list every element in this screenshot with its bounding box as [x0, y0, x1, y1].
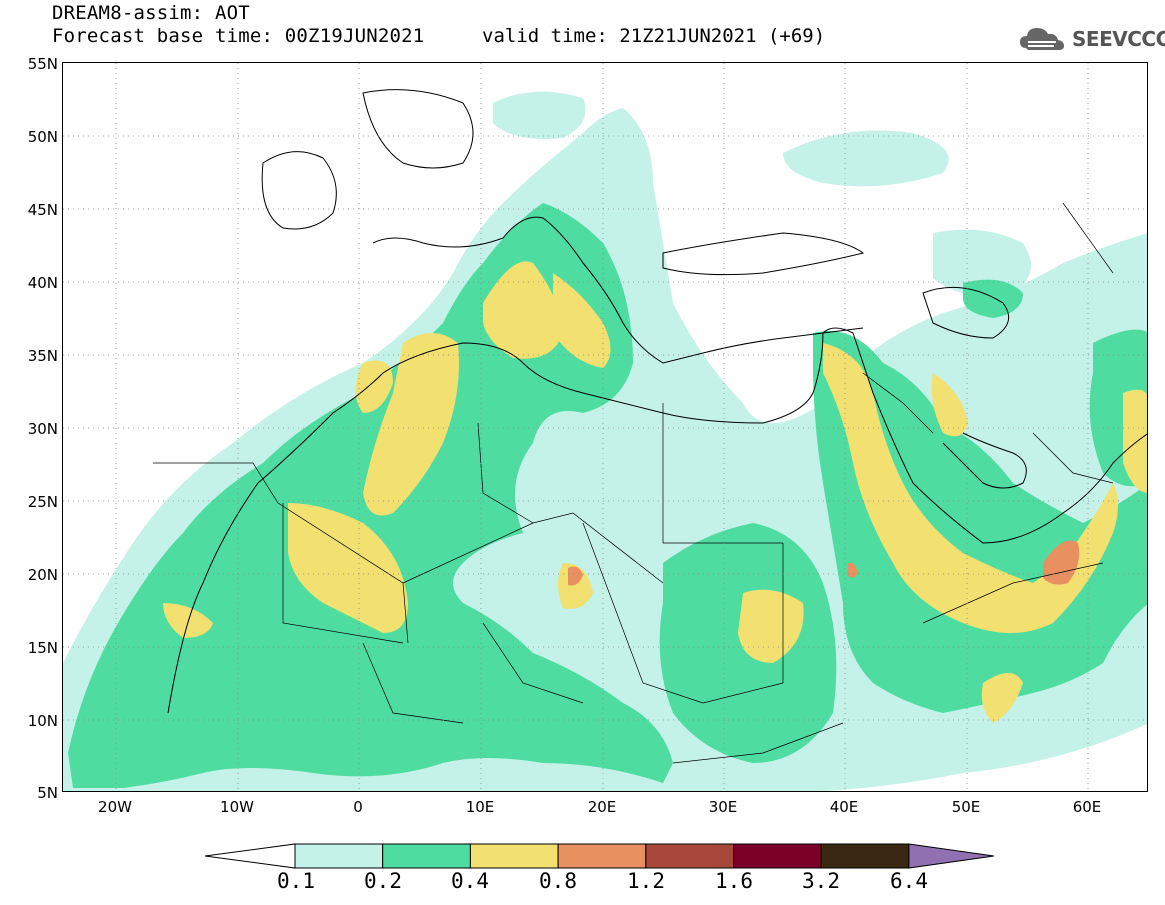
lon-label: 20E: [587, 798, 617, 816]
colorbar-segment: [733, 843, 822, 869]
grid: [63, 63, 1147, 791]
colorbar-label: 0.4: [451, 869, 489, 893]
colorbar-segment: [205, 843, 296, 869]
colorbar-label: 1.2: [627, 869, 665, 893]
coastlines: [167, 89, 1147, 714]
lat-label: 35N: [27, 347, 58, 365]
lat-label: 55N: [27, 55, 58, 73]
colorbar-label: 3.2: [802, 869, 840, 893]
colorbar-segment: [294, 843, 384, 869]
lon-label: 30E: [708, 798, 738, 816]
product-title: DREAM8-assim: AOT: [52, 2, 250, 24]
country-borders: [153, 202, 1114, 764]
lat-label: 50N: [27, 128, 58, 146]
lon-label: 40E: [829, 798, 859, 816]
colorbar-segment: [382, 843, 471, 869]
colorbar-segment: [557, 843, 647, 869]
lat-label: 15N: [27, 639, 58, 657]
lat-label: 30N: [27, 420, 58, 438]
colorbar-segment: [908, 843, 994, 869]
lat-label: 45N: [27, 201, 58, 219]
logo-text: SEEVCCC: [1072, 27, 1165, 51]
lon-label: 0: [353, 798, 363, 816]
colorbar-label: 6.4: [890, 869, 928, 893]
aot-map: [62, 62, 1148, 792]
lon-label: 60E: [1072, 798, 1102, 816]
valid-time: valid time: 21Z21JUN2021 (+69): [482, 25, 826, 47]
aot-field-0.4: [163, 261, 1147, 723]
lon-label: 10E: [465, 798, 495, 816]
colorbar-label: 0.1: [277, 869, 315, 893]
lat-label: 10N: [27, 712, 58, 730]
lat-label: 40N: [27, 274, 58, 292]
lon-label: 10W: [220, 798, 254, 816]
forecast-base-time: Forecast base time: 00Z19JUN2021: [52, 25, 425, 47]
lon-label: 20W: [98, 798, 132, 816]
colorbar: [205, 843, 994, 869]
colorbar-label: 1.6: [715, 869, 753, 893]
colorbar-segment: [469, 843, 559, 869]
colorbar-label: 0.2: [364, 869, 402, 893]
lon-label: 50E: [951, 798, 981, 816]
colorbar-segment: [645, 843, 734, 869]
colorbar-label: 0.8: [539, 869, 577, 893]
lat-label: 20N: [27, 566, 58, 584]
aot-field-0.8: [568, 540, 1080, 586]
cloud-icon: [1020, 28, 1064, 50]
colorbar-segment: [820, 843, 910, 869]
lat-label: 5N: [37, 784, 58, 802]
lat-label: 25N: [27, 493, 58, 511]
